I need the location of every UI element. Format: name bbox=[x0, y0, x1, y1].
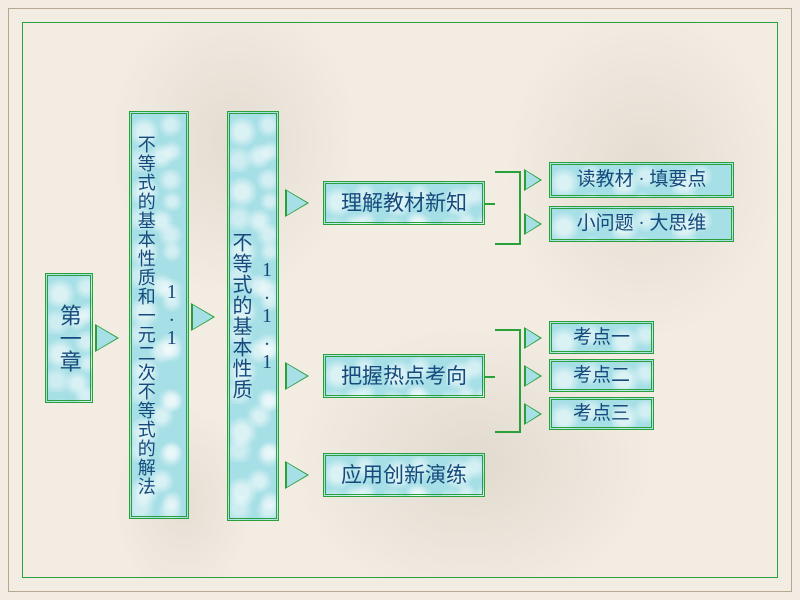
node-label-wrap: 不等式的基本性质和一元二次不等式的解法 1.1 bbox=[134, 135, 184, 496]
node-title: 1.1 bbox=[159, 135, 184, 496]
node-section-1-1[interactable]: 不等式的基本性质和一元二次不等式的解法 1.1 bbox=[129, 111, 189, 519]
inner-frame: 第一章 不等式的基本性质和一元二次不等式的解法 1.1 不等式的基本性质 1.1… bbox=[22, 22, 778, 578]
node-read-textbook[interactable]: 读教材 · 填要点 bbox=[549, 162, 734, 198]
node-label: 小问题 · 大思维 bbox=[577, 212, 707, 236]
node-title: 1.1.1 bbox=[254, 232, 279, 400]
node-label: 理解教材新知 bbox=[341, 190, 467, 216]
node-label-wrap: 不等式的基本性质 1.1.1 bbox=[227, 232, 279, 400]
bracket-stem-m2 bbox=[485, 376, 495, 378]
node-chapter-1[interactable]: 第一章 bbox=[45, 273, 93, 403]
node-hotspots[interactable]: 把握热点考向 bbox=[323, 354, 485, 398]
bracket-m1 bbox=[495, 171, 521, 245]
node-label: 考点三 bbox=[573, 402, 630, 426]
node-point-2[interactable]: 考点二 bbox=[549, 359, 654, 392]
node-understand[interactable]: 理解教材新知 bbox=[323, 181, 485, 225]
node-text: 不等式的基本性质和一元二次不等式的解法 bbox=[134, 135, 157, 496]
node-text: 不等式的基本性质 bbox=[227, 232, 252, 400]
node-label: 应用创新演练 bbox=[341, 462, 467, 488]
bracket-stem-m1 bbox=[485, 203, 495, 205]
node-label: 把握热点考向 bbox=[341, 363, 467, 389]
node-point-1[interactable]: 考点一 bbox=[549, 321, 654, 354]
node-label: 第一章 bbox=[55, 304, 83, 373]
node-section-1-1-1[interactable]: 不等式的基本性质 1.1.1 bbox=[227, 111, 279, 521]
node-label: 考点一 bbox=[573, 326, 630, 350]
bracket-m2 bbox=[495, 329, 521, 433]
node-practice[interactable]: 应用创新演练 bbox=[323, 453, 485, 497]
node-small-questions[interactable]: 小问题 · 大思维 bbox=[549, 206, 734, 242]
node-label: 读教材 · 填要点 bbox=[577, 168, 707, 192]
node-label: 考点二 bbox=[573, 364, 630, 388]
node-point-3[interactable]: 考点三 bbox=[549, 397, 654, 430]
